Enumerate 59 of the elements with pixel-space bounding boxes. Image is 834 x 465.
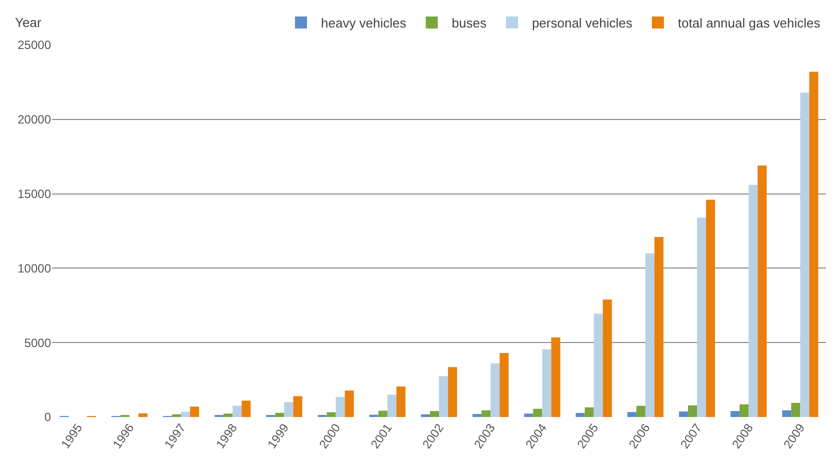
bar [396, 386, 406, 417]
bar [275, 412, 284, 417]
bar [697, 218, 706, 417]
y-tick-label: 10000 [18, 261, 52, 276]
bar [688, 405, 697, 417]
bar [224, 414, 233, 417]
y-tick-label: 15000 [18, 187, 52, 201]
bar [758, 166, 767, 417]
bar [740, 404, 749, 417]
bar [748, 184, 758, 417]
bar [232, 406, 242, 417]
bar [448, 367, 458, 417]
bar [533, 408, 542, 417]
bar [551, 337, 560, 417]
bar [782, 410, 792, 417]
y-tick-label: 25000 [18, 38, 52, 52]
bar [678, 411, 688, 417]
bar [242, 400, 251, 417]
bar [584, 407, 594, 417]
bar [576, 412, 585, 417]
bar [326, 412, 336, 417]
bar [284, 402, 294, 417]
bar [138, 413, 148, 417]
bar [420, 414, 430, 417]
legend-label: buses [452, 16, 487, 31]
bar [181, 412, 190, 417]
bar [645, 253, 654, 417]
bar [490, 363, 500, 417]
legend-label: total annual gas vehicles [678, 16, 821, 31]
bar [636, 406, 646, 417]
y-axis-title: Year [15, 15, 42, 30]
bar [627, 412, 636, 417]
bar [654, 236, 664, 417]
bar [378, 410, 388, 417]
bar [791, 402, 800, 417]
legend-label: heavy vehicles [321, 16, 407, 31]
bar [594, 314, 603, 417]
y-tick-label: 20000 [18, 112, 52, 127]
y-tick-label: 0 [44, 410, 52, 424]
bar [293, 396, 302, 417]
bar [344, 390, 354, 417]
bar [439, 376, 448, 417]
bar [602, 299, 612, 417]
bar [472, 414, 482, 417]
bar [542, 349, 552, 417]
bar [809, 72, 818, 417]
bar [336, 396, 345, 417]
bar [172, 414, 181, 417]
bar [482, 410, 491, 417]
bar [430, 411, 439, 417]
bar [800, 92, 810, 417]
bar [524, 414, 534, 417]
bar [706, 200, 716, 417]
y-tick-label: 5000 [24, 336, 52, 350]
bar [387, 394, 396, 417]
bar [190, 406, 200, 417]
legend-label: personal vehicles [532, 16, 633, 31]
bar [500, 353, 509, 417]
bar [730, 411, 740, 417]
